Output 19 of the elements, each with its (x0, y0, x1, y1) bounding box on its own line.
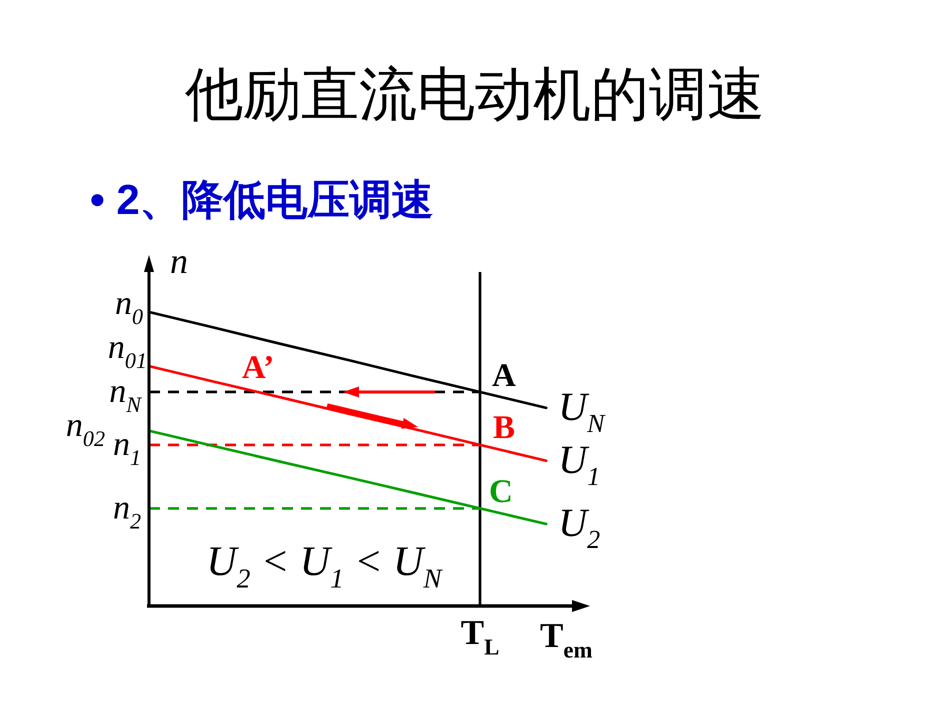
axis-note: n$_{0}$ (114, 285, 143, 330)
axis-note: n$_{02}$ (66, 407, 105, 452)
series-label: U$_{2}$ (558, 500, 600, 554)
axis-note: n$_{01}$ (108, 329, 147, 374)
ref-label-y: n$_{N}$ (109, 372, 141, 418)
load-note: T$_{L}$ (460, 613, 500, 660)
point-note: A (492, 358, 516, 394)
point-note: A’ (242, 350, 274, 386)
point-note: C (489, 474, 513, 510)
title: 他励直流电动机的调速 (185, 60, 765, 128)
point-note: B (493, 410, 516, 446)
series-label: U$_{1}$ (558, 436, 600, 491)
series-label: U$_{N}$ (558, 384, 604, 438)
subtitle: • 2、降低电压调速 (90, 176, 434, 223)
ref-label-y: n$_{2}$ (112, 489, 141, 534)
xlabel: T$_{em}$ (540, 616, 592, 662)
ylabel: n (170, 241, 188, 281)
note: U$_{2}$ < U$_{1}$ < U$_{N}$ (206, 539, 442, 594)
ref-label-y: n$_{1}$ (112, 426, 141, 470)
